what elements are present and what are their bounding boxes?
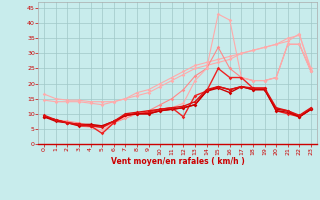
X-axis label: Vent moyen/en rafales ( km/h ): Vent moyen/en rafales ( km/h ) <box>111 157 244 166</box>
